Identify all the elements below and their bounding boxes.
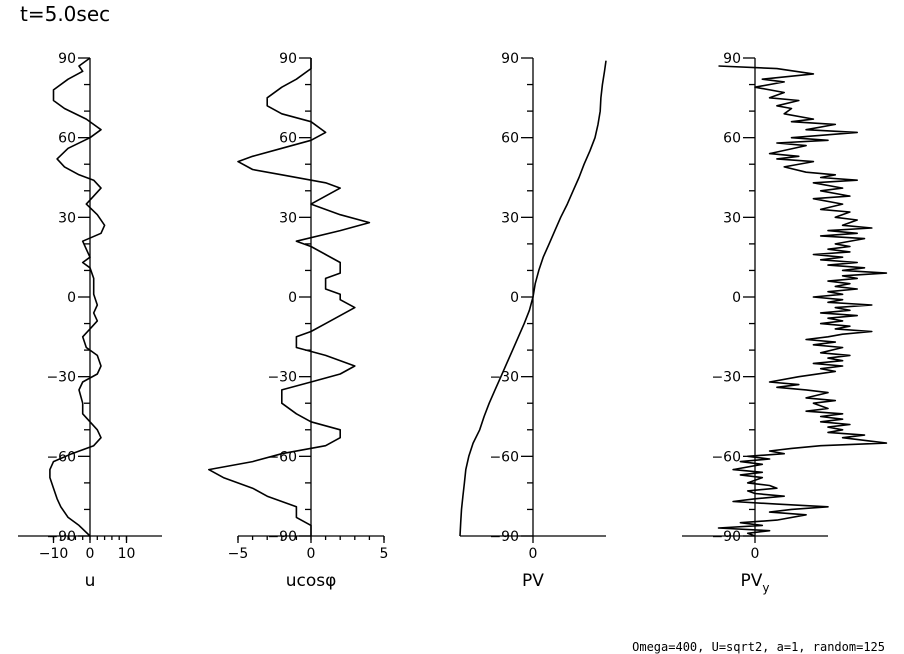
y-tick-label-pvy: −90: [711, 529, 741, 545]
x-axis-label-pv: PV: [522, 571, 544, 591]
y-tick-label-ucos: 30: [279, 210, 297, 226]
y-tick-label-pv: 30: [501, 210, 519, 226]
y-tick-label-pv: 90: [501, 51, 519, 67]
x-tick-label-u: 10: [118, 546, 136, 562]
parameters-footer: Omega=400, U=sqrt2, a=1, random=125: [632, 640, 885, 654]
x-tick-label-pvy: 0: [751, 546, 760, 562]
x-axis-label-u: u: [85, 571, 96, 591]
time-title: t=5.0sec: [20, 2, 110, 26]
panel-pv: 0 −90 −60 −30 0 30 60 90 PV: [459, 51, 607, 591]
x-tick-label-ucos: −5: [228, 546, 249, 562]
y-tick-label-pvy: −30: [711, 370, 741, 386]
y-tick-label-ucos: −90: [267, 529, 297, 545]
series-line-pv: [459, 60, 607, 537]
y-tick-label-u: 90: [58, 51, 76, 67]
x-tick-label-pv: 0: [529, 546, 538, 562]
series-line-u: [49, 57, 106, 537]
panel-pvy: 0 −90 −60 −30 0 30 60 90 PVy: [682, 51, 888, 595]
y-tick-label-pvy: 30: [723, 210, 741, 226]
x-tick-label-u: 0: [86, 546, 95, 562]
y-tick-label-pv: −60: [489, 449, 519, 465]
y-tick-label-pvy: 0: [732, 290, 741, 306]
y-tick-label-pv: −30: [489, 370, 519, 386]
y-tick-label-ucos: −30: [267, 370, 297, 386]
y-tick-label-u: −30: [46, 370, 76, 386]
y-tick-label-u: −90: [46, 529, 76, 545]
y-tick-label-ucos: 90: [279, 51, 297, 67]
panel-u: −10 0 10 −90 −60 −30 0 30 60 90 u: [18, 51, 162, 591]
y-tick-label-u: 30: [58, 210, 76, 226]
series-line-ucos: [208, 58, 371, 536]
x-tick-label-ucos: 5: [380, 546, 389, 562]
y-tick-label-pvy: 90: [723, 51, 741, 67]
y-tick-label-ucos: 0: [288, 290, 297, 306]
y-tick-label-u: 60: [58, 131, 76, 147]
x-tick-label-u: −10: [39, 546, 69, 562]
series-line-pvy: [717, 65, 888, 537]
y-tick-label-u: 0: [67, 290, 76, 306]
x-axis-label-pvy: PVy: [741, 571, 770, 595]
y-tick-label-ucos: −60: [267, 449, 297, 465]
x-axis-label-ucos: ucosφ: [286, 571, 337, 591]
y-tick-label-pv: −90: [489, 529, 519, 545]
y-tick-label-pv: 0: [510, 290, 519, 306]
y-tick-label-pv: 60: [501, 131, 519, 147]
y-tick-label-ucos: 60: [279, 131, 297, 147]
y-tick-label-u: −60: [46, 449, 76, 465]
y-tick-label-pvy: −60: [711, 449, 741, 465]
panel-ucos: −5 0 5 −90 −60 −30 0 30 60 90 ucosφ: [208, 51, 389, 591]
y-tick-label-pvy: 60: [723, 131, 741, 147]
x-tick-label-ucos: 0: [307, 546, 316, 562]
